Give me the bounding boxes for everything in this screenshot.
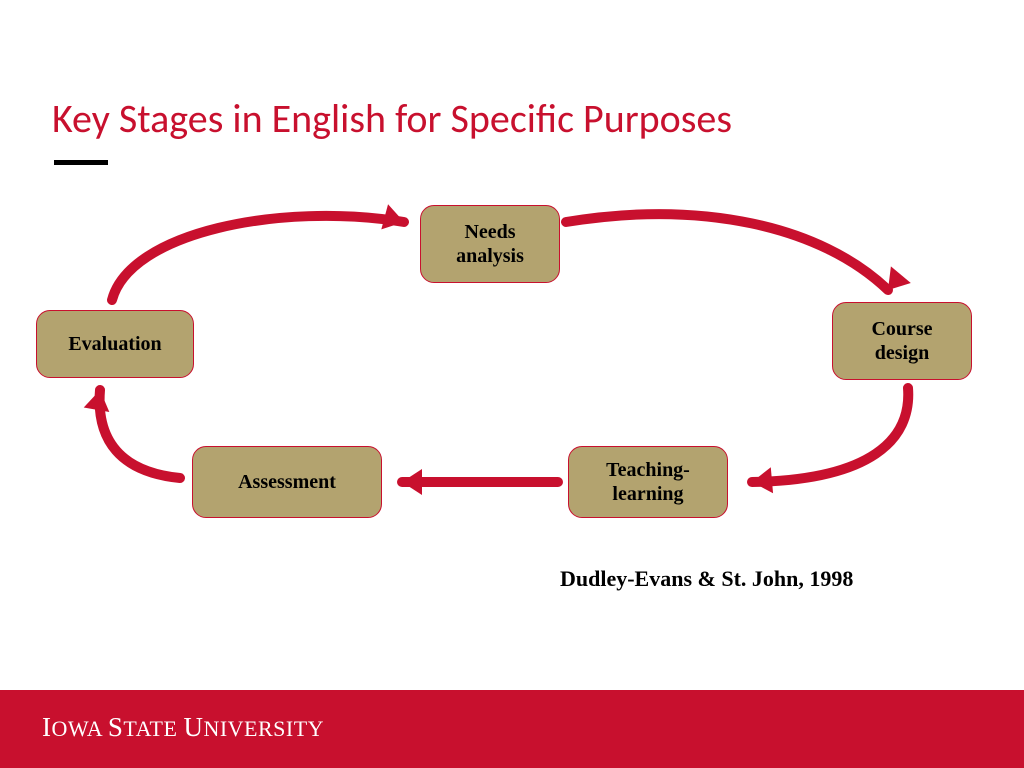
arrow-assessment-to-evaluation bbox=[100, 390, 180, 478]
node-needs: Needsanalysis bbox=[420, 205, 560, 283]
node-evaluation: Evaluation bbox=[36, 310, 194, 378]
arrowhead-icon bbox=[888, 266, 911, 290]
footer-smallcap: TATE bbox=[123, 716, 183, 741]
arrowhead-icon bbox=[402, 469, 422, 495]
footer-university-name: IOWA STATE UNIVERSITY bbox=[42, 712, 324, 743]
footer-smallcap: OWA bbox=[52, 716, 108, 741]
citation-text: Dudley-Evans & St. John, 1998 bbox=[560, 566, 853, 592]
arrow-course-to-teaching bbox=[752, 388, 908, 482]
node-teaching: Teaching-learning bbox=[568, 446, 728, 518]
node-label: Needsanalysis bbox=[456, 220, 524, 268]
node-label: Teaching-learning bbox=[606, 458, 690, 506]
footer-cap: I bbox=[42, 712, 52, 742]
node-label: Coursedesign bbox=[871, 317, 932, 365]
footer-cap: S bbox=[108, 712, 124, 742]
node-assessment: Assessment bbox=[192, 446, 382, 518]
arrow-evaluation-to-needs bbox=[112, 216, 404, 300]
arrow-needs-to-course bbox=[566, 214, 888, 290]
node-label: Assessment bbox=[238, 470, 336, 494]
arrowhead-icon bbox=[752, 467, 773, 493]
slide: Key Stages in English for Specific Purpo… bbox=[0, 0, 1024, 768]
diagram-arrows bbox=[0, 0, 1024, 768]
node-label: Evaluation bbox=[68, 332, 161, 356]
footer-smallcap: NIVERSITY bbox=[203, 716, 324, 741]
cycle-diagram: Needsanalysis Coursedesign Teaching-learni… bbox=[0, 0, 1024, 768]
footer-bar: IOWA STATE UNIVERSITY bbox=[0, 690, 1024, 768]
node-course: Coursedesign bbox=[832, 302, 972, 380]
footer-cap: U bbox=[183, 712, 203, 742]
